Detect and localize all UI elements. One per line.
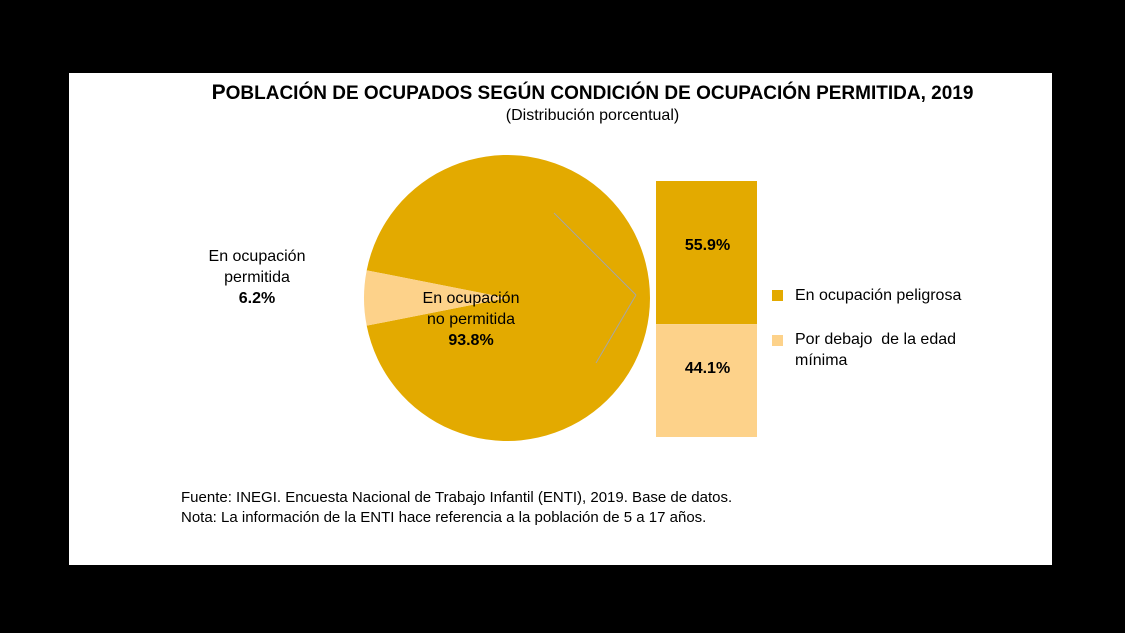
legend-swatch-peligrosa (772, 290, 783, 301)
bar-value-peligrosa: 55.9% (684, 237, 731, 254)
value-label-no-permitida: 93.8% (448, 332, 494, 349)
label-permitida-line1: En ocupación (208, 248, 306, 265)
bar-label-peligrosa: 55.9% (657, 235, 758, 256)
chart-footer: Fuente: INEGI. Encuesta Nacional de Trab… (181, 488, 732, 528)
footer-note: Nota: La información de la ENTI hace ref… (181, 509, 707, 526)
value-label-permitida: 6.2% (238, 290, 276, 307)
label-permitida-line2: permitida (224, 269, 290, 286)
pie-slice-permitida (364, 270, 507, 326)
label-no-permitida-line1: En ocupación (422, 290, 520, 307)
legend-edad-minima-line1: Por debajo de la edad (795, 331, 957, 348)
label-permitida: En ocupación permitida 6.2% (177, 246, 337, 309)
chart-subtitle: (Distribución porcentual) (505, 107, 680, 124)
connector-line-top (553, 212, 637, 296)
bar-value-edad-minima: 44.1% (684, 360, 731, 377)
legend-item-edad-minima: Por debajo de la edad mínima (795, 329, 956, 371)
chart-canvas (364, 154, 757, 441)
pie-slice-no-permitida (366, 154, 650, 441)
legend-item-peligrosa: En ocupación peligrosa (795, 287, 962, 304)
bar-segment-peligrosa (656, 181, 757, 325)
label-no-permitida-line2: no permitida (426, 311, 516, 328)
chart-title: Población de ocupados según condición de… (211, 81, 974, 104)
footer-source: Fuente: INEGI. Encuesta Nacional de Trab… (181, 489, 733, 506)
legend-edad-minima-line2: mínima (795, 352, 848, 369)
chart-panel: Población de ocupados según condición de… (69, 73, 1052, 565)
bar-label-edad-minima: 44.1% (657, 358, 758, 379)
label-no-permitida: En ocupación no permitida 93.8% (391, 288, 551, 351)
bar-segment-edad-minima (656, 324, 757, 437)
legend-swatch-edad-minima (772, 335, 783, 346)
connector-line-bottom (595, 294, 637, 364)
